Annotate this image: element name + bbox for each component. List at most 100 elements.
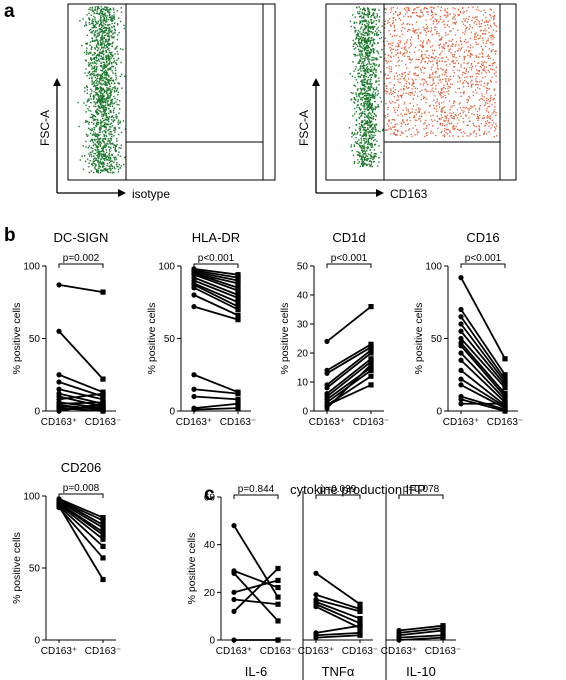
flow-event-dot bbox=[450, 122, 453, 124]
flow-event-dot bbox=[359, 152, 361, 155]
flow-event-dot bbox=[371, 146, 374, 148]
flow-event-dot bbox=[438, 47, 441, 49]
flow-event-dot bbox=[390, 7, 392, 9]
flow-event-dot bbox=[375, 115, 377, 117]
flow-event-dot bbox=[95, 135, 98, 137]
flow-event-dot bbox=[372, 40, 375, 42]
flow-event-dot bbox=[359, 165, 362, 168]
flow-event-dot bbox=[359, 46, 361, 48]
flow-event-dot bbox=[103, 71, 105, 73]
flow-event-dot bbox=[442, 78, 444, 81]
y-tick-label: 0 bbox=[209, 636, 215, 647]
flow-event-dot bbox=[493, 19, 495, 21]
flow-event-dot bbox=[363, 87, 365, 89]
flow-event-dot bbox=[86, 86, 88, 89]
flow-event-dot bbox=[106, 18, 108, 21]
flow-event-dot bbox=[105, 126, 107, 128]
flow-event-dot bbox=[492, 35, 494, 38]
flow-event-dot bbox=[384, 73, 386, 75]
flow-event-dot bbox=[488, 57, 490, 59]
flow-event-dot bbox=[102, 146, 104, 148]
flow-event-dot bbox=[367, 52, 369, 54]
flow-event-dot bbox=[97, 146, 99, 148]
flow-event-dot bbox=[430, 84, 432, 86]
flow-event-dot bbox=[360, 15, 362, 17]
flow-event-dot bbox=[97, 171, 99, 173]
flow-event-dot bbox=[357, 154, 360, 156]
flow-event-dot bbox=[462, 106, 464, 108]
flow-event-dot bbox=[96, 82, 98, 84]
data-point-neg bbox=[100, 555, 106, 561]
flow-event-dot bbox=[102, 119, 105, 122]
flow-event-dot bbox=[372, 156, 374, 158]
flow-event-dot bbox=[104, 44, 106, 46]
flow-event-dot bbox=[440, 97, 443, 99]
flow-event-dot bbox=[85, 21, 87, 23]
flow-event-dot bbox=[489, 14, 491, 16]
flow-event-dot bbox=[359, 21, 361, 23]
flow-event-dot bbox=[93, 73, 95, 75]
flow-event-dot bbox=[433, 49, 436, 51]
flow-event-dot bbox=[91, 32, 93, 34]
data-point-pos bbox=[324, 370, 330, 376]
flow-event-dot bbox=[451, 113, 453, 115]
flow-event-dot bbox=[378, 106, 380, 108]
flow-event-dot bbox=[111, 125, 114, 127]
data-point-neg bbox=[502, 396, 508, 402]
flow-event-dot bbox=[465, 70, 467, 72]
flow-event-dot bbox=[402, 119, 404, 121]
flow-event-dot bbox=[374, 126, 376, 129]
data-point-pos bbox=[191, 406, 197, 413]
flow-event-dot bbox=[437, 68, 440, 70]
flow-event-dot bbox=[77, 101, 79, 104]
flow-event-dot bbox=[414, 87, 416, 89]
flow-event-dot bbox=[370, 16, 372, 18]
flow-event-dot bbox=[457, 29, 459, 31]
flow-event-dot bbox=[106, 102, 108, 104]
flow-event-dot bbox=[430, 11, 433, 13]
flow-event-dot bbox=[98, 155, 100, 157]
flow-event-dot bbox=[110, 16, 112, 18]
flow-event-dot bbox=[95, 78, 98, 80]
flow-event-dot bbox=[100, 88, 102, 90]
flow-event-dot bbox=[414, 111, 416, 114]
flow-event-dot bbox=[433, 90, 435, 93]
flow-event-dot bbox=[100, 124, 102, 126]
flow-event-dot bbox=[477, 6, 479, 8]
flow-event-dot bbox=[108, 112, 110, 114]
data-point-neg bbox=[235, 288, 241, 294]
flow-event-dot bbox=[91, 20, 93, 22]
flow-event-dot bbox=[481, 60, 483, 63]
y-tick-label: 20 bbox=[204, 588, 216, 599]
flow-event-dot bbox=[457, 129, 459, 131]
flow-event-dot bbox=[368, 122, 371, 124]
flow-event-dot bbox=[391, 48, 393, 50]
flow-event-dot bbox=[95, 39, 97, 42]
flow-event-dot bbox=[468, 111, 470, 113]
flow-event-dot bbox=[417, 15, 419, 17]
paired-line bbox=[193, 284, 239, 308]
paired-line bbox=[193, 268, 239, 276]
flow-event-dot bbox=[370, 131, 373, 133]
flow-event-dot bbox=[470, 64, 472, 66]
data-point-pos bbox=[458, 376, 464, 382]
flow-event-dot bbox=[98, 82, 100, 84]
paired-line bbox=[398, 627, 444, 634]
flow-event-dot bbox=[456, 59, 458, 62]
flow-event-dot bbox=[98, 156, 100, 158]
flow-event-dot bbox=[361, 160, 363, 163]
flow-event-dot bbox=[366, 38, 369, 40]
flow-event-dot bbox=[367, 32, 369, 34]
flow-event-dot bbox=[475, 36, 477, 38]
flow-event-dot bbox=[115, 163, 118, 166]
flow-event-dot bbox=[109, 156, 111, 159]
flow-event-dot bbox=[86, 14, 88, 16]
flow-event-dot bbox=[458, 103, 461, 105]
flow-event-dot bbox=[467, 41, 469, 43]
flow-event-dot bbox=[357, 61, 360, 63]
flow-event-dot bbox=[375, 74, 377, 77]
flow-event-dot bbox=[413, 51, 416, 53]
flow-event-dot bbox=[102, 124, 104, 127]
flow-event-dot bbox=[111, 42, 114, 45]
flow-event-dot bbox=[415, 58, 417, 61]
